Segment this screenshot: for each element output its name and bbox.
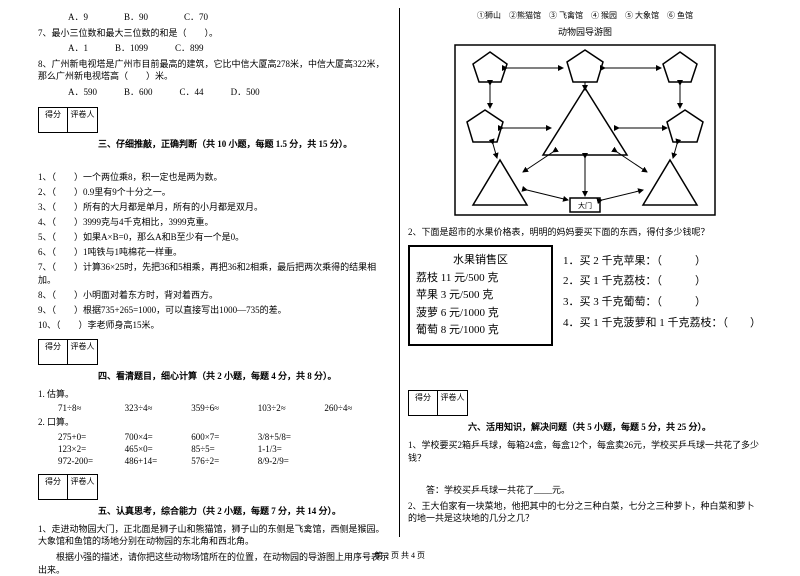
calc-item[interactable]: 465×0= — [125, 444, 192, 454]
calc2-title: 2. 口算。 — [38, 416, 391, 429]
calc-row: 71÷8≈ 323÷4≈ 359÷6≈ 103÷2≈ 260÷4≈ — [38, 403, 391, 413]
grader-cell[interactable]: 评卷人 — [68, 339, 98, 365]
true-false-list: 1、（ ）一个两位乘8，积一定也是两为数。 2、（ ）0.9里有9个十分之一。 … — [38, 170, 391, 331]
opt: A．590 — [68, 87, 97, 97]
opt: B．90 — [124, 12, 148, 22]
calc-item[interactable]: 8/9-2/9= — [258, 456, 325, 466]
question-7: 7、最小三位数和最大三位数的和是（ ）。 — [38, 27, 391, 40]
calc-item[interactable]: 1-1/3= — [258, 444, 325, 454]
grader-cell[interactable]: 评卷人 — [68, 474, 98, 500]
fruit-row: 荔枝 11 元/500 克 — [416, 270, 545, 288]
q6-1-answer[interactable]: 答：学校买乒乓球一共花了____元。 — [408, 484, 762, 497]
calc-item[interactable]: 972-200= — [58, 456, 125, 466]
fruit-q-item[interactable]: 1．买 2 千克苹果：（ ） — [563, 251, 761, 272]
section-6-title: 六、活用知识，解决问题（共 5 小题，每题 5 分，共 25 分）。 — [468, 420, 762, 433]
fruit-q-item[interactable]: 3．买 3 千克葡萄：（ ） — [563, 292, 761, 313]
section-5-title: 五、认真思考，综合能力（共 2 小题，每题 7 分，共 14 分）。 — [98, 504, 391, 517]
tf-item[interactable]: 3、（ ）所有的大月都是单月，所有的小月都是双月。 — [38, 200, 391, 213]
zoo-map-title: 动物园导游图 — [408, 25, 762, 38]
calc-item[interactable]: 576÷2= — [191, 456, 258, 466]
grader-cell[interactable]: 评卷人 — [438, 390, 468, 416]
fruit-q-item[interactable]: 2．买 1 千克荔枝：（ ） — [563, 271, 761, 292]
tf-item[interactable]: 2、（ ）0.9里有9个十分之一。 — [38, 185, 391, 198]
opt: C．899 — [175, 43, 204, 53]
tf-item[interactable]: 5、（ ）如果A×B=0，那么A和B至少有一个是0。 — [38, 230, 391, 243]
q5-1a: 1、走进动物园大门，正北面是狮子山和熊猫馆，狮子山的东侧是飞禽馆，西侧是猴园。大… — [38, 523, 391, 548]
calc-item[interactable]: 359÷6≈ — [191, 403, 258, 413]
zoo-legend: ①狮山 ②熊猫馆 ③ 飞禽馆 ④ 猴园 ⑤ 大象馆 ⑥ 鱼馆 — [408, 10, 762, 21]
fruit-q-item[interactable]: 4．买 1 千克菠萝和 1 千克荔枝：（ ） — [563, 313, 761, 334]
calc1-title: 1. 估算。 — [38, 388, 391, 401]
tf-item[interactable]: 9、（ ）根据735+265=1000，可以直接写出1000—735的差。 — [38, 303, 391, 316]
opt: C．70 — [184, 12, 208, 22]
fruit-price-box: 水果销售区 荔枝 11 元/500 克 苹果 3 元/500 克 菠萝 6 元/… — [408, 245, 553, 346]
calc-item[interactable]: 600×7= — [191, 432, 258, 442]
calc-item[interactable]: 123×2= — [58, 444, 125, 454]
grader-cell[interactable]: 评卷人 — [68, 107, 98, 133]
tf-item[interactable]: 7、（ ）计算36×25时，先把36和5相乘，再把36和2相乘，最后把两次乘得的… — [38, 260, 391, 286]
calc-item[interactable]: 85÷5= — [191, 444, 258, 454]
fruit-title: 水果销售区 — [416, 251, 545, 267]
calc-item[interactable]: 260÷4≈ — [324, 403, 391, 413]
calc-item[interactable]: 3/8+5/8= — [258, 432, 325, 442]
tf-item[interactable]: 10、（ ）李老师身高15米。 — [38, 318, 391, 331]
section-3-title: 三、仔细推敲，正确判断（共 10 小题，每题 1.5 分，共 15 分）。 — [98, 137, 391, 150]
tf-item[interactable]: 8、（ ）小明面对着东方时，背对着西方。 — [38, 288, 391, 301]
calc-item[interactable]: 700×4= — [125, 432, 192, 442]
question-8: 8、广州新电视塔是广州市目前最高的建筑，它比中信大厦高278米，中信大厦高322… — [38, 58, 391, 83]
tf-item[interactable]: 6、（ ）1吨铁与1吨棉花一样重。 — [38, 245, 391, 258]
q6-1: 1、学校要买2箱乒乓球，每箱24盒，每盒12个，每盒卖26元，学校买乒乓球一共花… — [408, 439, 762, 464]
score-cell[interactable]: 得分 — [408, 390, 438, 416]
opt: D．500 — [231, 87, 260, 97]
fruit-row: 菠萝 6 元/1000 克 — [416, 305, 545, 323]
q6-2: 2、王大伯家有一块菜地，他把其中的七分之三种白菜，七分之三种萝卜，种白菜和萝卜的… — [408, 500, 762, 525]
calc-item[interactable]: 275+0= — [58, 432, 125, 442]
question-2: 2、下面是超市的水果价格表，明明的妈妈要买下面的东西，得付多少钱呢？ — [408, 226, 762, 239]
page-footer: 第 2 页 共 4 页 — [0, 550, 800, 561]
score-box: 得分 评卷人 — [408, 390, 762, 416]
opt: C．44 — [180, 87, 204, 97]
calc-item[interactable]: 323÷4≈ — [125, 403, 192, 413]
fruit-row: 葡萄 8 元/1000 克 — [416, 322, 545, 340]
gate-label: 大门 — [578, 201, 592, 210]
score-cell[interactable]: 得分 — [38, 339, 68, 365]
zoo-map: 大门 — [445, 40, 725, 220]
score-cell[interactable]: 得分 — [38, 107, 68, 133]
section-4-title: 四、看清题目，细心计算（共 2 小题，每题 4 分，共 8 分）。 — [98, 369, 391, 382]
score-box: 得分 评卷人 — [38, 474, 391, 500]
opt: B．600 — [124, 87, 153, 97]
score-box: 得分 评卷人 — [38, 107, 391, 133]
opt: A．1 — [68, 43, 88, 53]
score-box: 得分 评卷人 — [38, 339, 391, 365]
fruit-questions: 1．买 2 千克苹果：（ ） 2．买 1 千克荔枝：（ ） 3．买 3 千克葡萄… — [553, 245, 761, 346]
calc-item[interactable]: 486+14= — [125, 456, 192, 466]
opt: B．1099 — [115, 43, 148, 53]
opt: A．9 — [68, 12, 88, 22]
fruit-container: 水果销售区 荔枝 11 元/500 克 苹果 3 元/500 克 菠萝 6 元/… — [408, 245, 762, 346]
calc-item[interactable]: 71÷8≈ — [58, 403, 125, 413]
score-cell[interactable]: 得分 — [38, 474, 68, 500]
tf-item[interactable]: 4、（ ）3999克与4千克相比，3999克重。 — [38, 215, 391, 228]
calc-item[interactable]: 103÷2≈ — [258, 403, 325, 413]
fruit-row: 苹果 3 元/500 克 — [416, 287, 545, 305]
tf-item[interactable]: 1、（ ）一个两位乘8，积一定也是两为数。 — [38, 170, 391, 183]
